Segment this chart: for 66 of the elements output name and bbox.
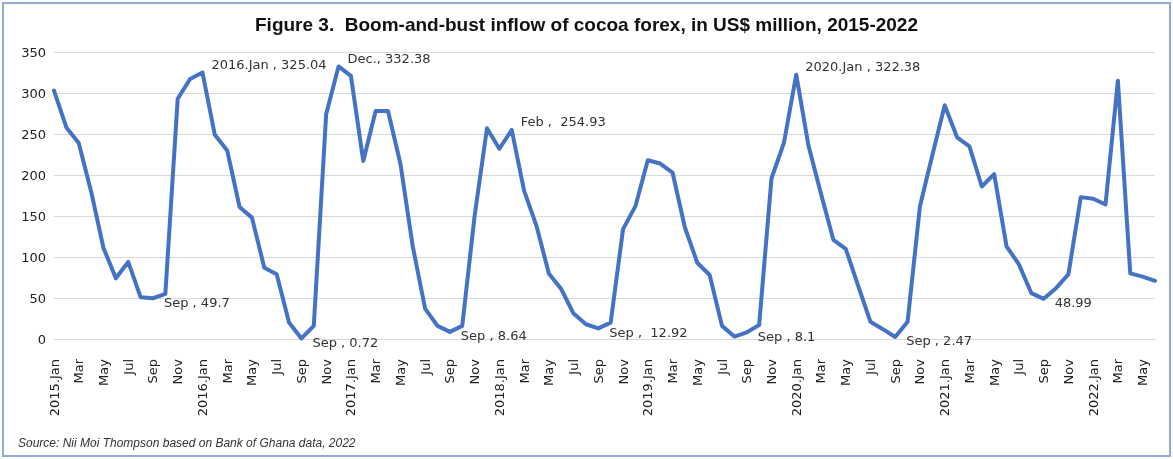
data-label: 48.99: [1054, 295, 1092, 311]
x-tick-label: 2022.Jan: [1085, 359, 1101, 417]
x-tick-label: Mar: [368, 358, 384, 384]
y-tick-label: 50: [29, 290, 46, 306]
x-tick-label: 2018.Jan: [491, 359, 507, 417]
y-tick-label: 150: [21, 208, 46, 224]
data-label: 2020.Jan , 322.38: [805, 59, 921, 75]
x-tick-label: Jul: [566, 359, 582, 376]
x-tick-label: Sep: [442, 359, 458, 384]
x-tick-label: Nov: [615, 358, 631, 385]
data-label: Sep , 8.64: [460, 328, 527, 344]
data-label: 2016.Jan , 325.04: [211, 56, 327, 72]
y-tick-label: 350: [21, 44, 46, 60]
y-tick-label: 250: [21, 126, 46, 142]
x-tick-label: Jul: [862, 359, 878, 376]
x-tick-label: Nov: [764, 358, 780, 385]
chart-title: Figure 3. Boom-and-bust inflow of cocoa forex, in US$ million, 2015-2022: [254, 14, 919, 35]
x-tick-label: May: [689, 358, 705, 386]
x-tick-label: Jul: [269, 359, 285, 376]
x-tick-label: May: [838, 358, 854, 386]
x-tick-label: 2019.Jan: [640, 359, 656, 417]
x-tick-label: Sep: [1036, 359, 1052, 384]
source-note: Source: Nii Moi Thompson based on Bank of Ghana data, 2022: [18, 436, 356, 450]
x-tick-label: Nov: [318, 358, 334, 385]
x-tick-label: Jul: [714, 359, 730, 376]
data-label: Sep , 8.1: [757, 328, 816, 344]
x-tick-label: Mar: [219, 358, 235, 384]
x-tick-label: Mar: [665, 358, 681, 384]
x-tick-label: May: [244, 358, 260, 386]
data-label: Sep , 2.47: [906, 333, 973, 349]
x-tick-label: Nov: [1060, 358, 1076, 385]
data-label: Sep , 49.7: [163, 294, 230, 310]
x-tick-label: Sep: [739, 359, 755, 384]
data-label: Sep , 12.92: [609, 324, 688, 340]
x-tick-label: Sep: [590, 359, 606, 384]
x-tick-label: Mar: [71, 358, 87, 384]
data-label: Feb , 254.93: [520, 114, 606, 130]
x-tick-label: Nov: [912, 358, 928, 385]
x-tick-label: 2015.Jan: [46, 359, 62, 417]
x-tick-label: May: [1135, 358, 1151, 386]
x-tick-label: Jul: [120, 359, 136, 376]
x-tick-label: Sep: [293, 359, 309, 384]
y-tick-label: 200: [21, 167, 46, 183]
x-tick-label: May: [392, 358, 408, 386]
y-tick-label: 300: [21, 85, 46, 101]
x-tick-label: 2021.Jan: [937, 359, 953, 417]
data-label: Sep , 0.72: [312, 334, 379, 350]
x-tick-label: May: [986, 358, 1002, 386]
data-label: Dec., 332.38: [347, 50, 431, 66]
x-tick-label: Mar: [516, 358, 532, 384]
x-tick-label: Mar: [813, 358, 829, 384]
x-tick-label: Nov: [170, 358, 186, 385]
x-tick-label: Jul: [417, 359, 433, 376]
y-tick-label: 100: [21, 249, 46, 265]
x-tick-label: Mar: [1110, 358, 1126, 384]
x-tick-label: 2016.Jan: [194, 359, 210, 417]
y-tick-label: 0: [37, 331, 46, 347]
x-tick-label: 2017.Jan: [343, 359, 359, 417]
x-tick-label: Mar: [961, 358, 977, 384]
x-tick-label: May: [95, 358, 111, 386]
x-tick-label: Sep: [887, 359, 903, 384]
x-tick-label: Nov: [467, 358, 483, 385]
x-tick-label: May: [541, 358, 557, 386]
x-tick-label: Jul: [1011, 359, 1027, 376]
x-tick-label: Sep: [145, 359, 161, 384]
x-tick-label: 2020.Jan: [788, 359, 804, 417]
